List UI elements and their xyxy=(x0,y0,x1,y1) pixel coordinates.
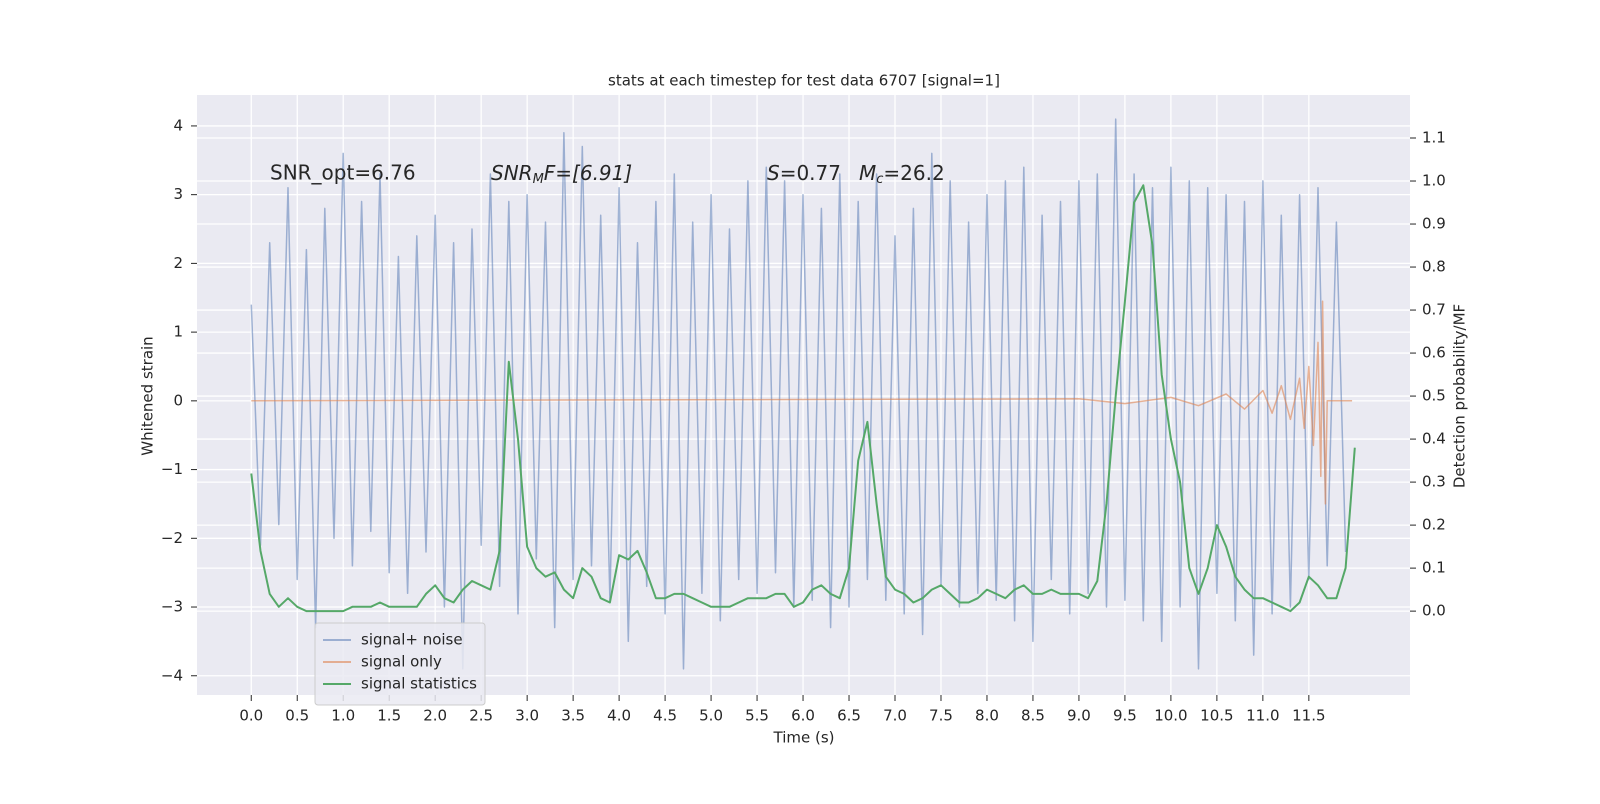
annotation-part: M xyxy=(533,172,544,187)
x-tick-label: 2.5 xyxy=(469,707,493,725)
y-tick-label: 3 xyxy=(173,185,183,203)
annotation-part: c xyxy=(876,172,883,187)
x-tick-label: 10.0 xyxy=(1154,707,1187,725)
x-tick-label: 3.0 xyxy=(515,707,539,725)
x-tick-label: 10.5 xyxy=(1200,707,1233,725)
y-tick-label: −3 xyxy=(161,598,183,616)
x-tick-label: 9.5 xyxy=(1113,707,1137,725)
y2-tick-label: 0.0 xyxy=(1422,602,1446,620)
y-tick-label: −2 xyxy=(161,529,183,547)
x-tick-label: 3.5 xyxy=(561,707,585,725)
x-tick-label: 5.5 xyxy=(745,707,769,725)
legend-label: signal+ noise xyxy=(361,631,463,649)
y2-tick-label: 0.8 xyxy=(1422,258,1446,276)
y-tick-label: 0 xyxy=(173,391,183,409)
y2-axis-label: Detection probability/MF xyxy=(1451,304,1469,488)
x-tick-label: 4.0 xyxy=(607,707,631,725)
y2-tick-label: 0.5 xyxy=(1422,387,1446,405)
y-tick-label: −1 xyxy=(161,460,183,478)
annotation: SNRMF=[6.91] xyxy=(491,161,632,187)
annotation: Mc=26.2 xyxy=(859,161,945,187)
annotation-part: =26.2 xyxy=(883,161,944,185)
y-axis-label: Whitened strain xyxy=(139,336,157,455)
y2-tick-label: 0.2 xyxy=(1422,516,1446,534)
x-tick-label: 11.0 xyxy=(1246,707,1279,725)
y-tick-label: 2 xyxy=(173,254,183,272)
x-tick-label: 7.0 xyxy=(883,707,907,725)
x-axis-label: Time (s) xyxy=(773,729,835,747)
legend-label: signal statistics xyxy=(361,675,477,693)
series-line xyxy=(250,184,1356,613)
annotation-part: SNR xyxy=(491,161,533,185)
x-tick-label: 2.0 xyxy=(423,707,447,725)
y2-tick-label: 0.3 xyxy=(1422,473,1446,491)
x-tick-label: 6.5 xyxy=(837,707,861,725)
annotation-part: F=[6.91] xyxy=(544,161,632,185)
x-tick-label: 4.5 xyxy=(653,707,677,725)
legend-box xyxy=(314,622,486,706)
annotation-part: S xyxy=(767,161,780,185)
series-line xyxy=(250,118,1347,670)
series-line xyxy=(251,300,1353,505)
x-tick-label: 9.0 xyxy=(1067,707,1091,725)
annotation: S=0.77 xyxy=(767,161,841,185)
x-tick-label: 1.5 xyxy=(377,707,401,725)
annotation-part: M xyxy=(859,161,876,185)
y-tick-label: 1 xyxy=(173,323,183,341)
x-tick-label: 8.5 xyxy=(1021,707,1045,725)
y2-tick-label: 0.1 xyxy=(1422,559,1446,577)
plot-area xyxy=(197,95,1410,695)
y2-tick-label: 0.9 xyxy=(1422,215,1446,233)
annotation: SNR_opt=6.76 xyxy=(270,161,416,185)
y2-tick-label: 1.1 xyxy=(1422,129,1446,147)
y-tick-label: −4 xyxy=(161,666,183,684)
x-tick-label: 5.0 xyxy=(699,707,723,725)
x-tick-label: 6.0 xyxy=(791,707,815,725)
x-tick-label: 8.0 xyxy=(975,707,999,725)
x-tick-label: 11.5 xyxy=(1292,707,1325,725)
annotations: SNR_opt=6.76 SNRMF=[6.91] S=0.77 Mc=26.2 xyxy=(270,161,945,187)
y2-tick-label: 0.6 xyxy=(1422,344,1446,362)
x-tick-label: 7.5 xyxy=(929,707,953,725)
y2-tick-label: 0.7 xyxy=(1422,301,1446,319)
chart-title: stats at each timestep for test data 670… xyxy=(608,72,1000,90)
y-tick-label: 4 xyxy=(173,116,183,134)
x-tick-label: 0.5 xyxy=(285,707,309,725)
y2-tick-label: 1.0 xyxy=(1422,172,1446,190)
legend-label: signal only xyxy=(361,653,442,671)
legend: signal+ noise signal only signal statistic… xyxy=(314,622,486,706)
y2-tick-label: 0.4 xyxy=(1422,430,1446,448)
x-tick-label: 1.0 xyxy=(331,707,355,725)
x-tick-label: 0.0 xyxy=(239,707,263,725)
annotation-part: =0.77 xyxy=(780,161,841,185)
